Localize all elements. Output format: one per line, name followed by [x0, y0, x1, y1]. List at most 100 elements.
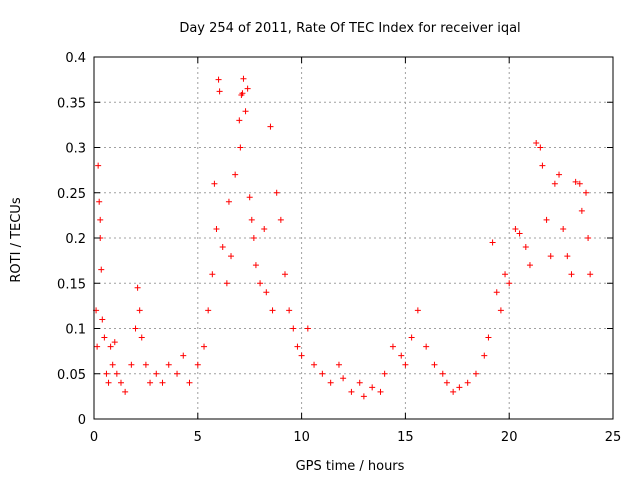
data-point	[533, 139, 540, 146]
data-point	[377, 388, 384, 395]
data-point	[381, 370, 388, 377]
data-point	[585, 235, 592, 241]
x-tick-label: 20	[501, 430, 518, 445]
data-point	[250, 235, 257, 241]
data-point	[506, 280, 513, 287]
data-point	[286, 307, 293, 314]
data-point	[502, 271, 509, 278]
data-point	[105, 379, 112, 386]
data-point	[512, 225, 519, 232]
x-axis-label: GPS time / hours	[296, 459, 405, 474]
data-point	[248, 216, 255, 223]
data-point	[335, 361, 342, 368]
data-point	[215, 76, 222, 83]
data-point	[95, 162, 102, 169]
data-point	[240, 75, 247, 82]
y-tick-label: 0.2	[65, 232, 86, 247]
data-point	[244, 85, 251, 92]
y-tick-label: 0.1	[65, 323, 86, 338]
data-point	[294, 343, 301, 350]
data-point	[304, 325, 311, 332]
data-point	[564, 253, 571, 260]
y-tick-label: 0.25	[57, 187, 86, 202]
data-point	[263, 289, 270, 296]
data-point	[583, 189, 590, 196]
data-point	[298, 352, 305, 359]
data-point	[194, 361, 201, 368]
data-point	[103, 370, 110, 377]
chart-title: Day 254 of 2011, Rate Of TEC Index for r…	[179, 21, 520, 36]
data-point	[398, 352, 405, 359]
data-point	[450, 388, 457, 395]
data-point	[261, 225, 268, 232]
data-point	[281, 271, 288, 278]
data-point	[472, 370, 479, 377]
data-point	[537, 144, 544, 151]
data-point	[327, 379, 334, 386]
data-point	[402, 361, 409, 368]
data-point	[464, 379, 471, 386]
data-point	[497, 307, 504, 314]
data-point	[174, 370, 181, 377]
data-point	[485, 334, 492, 341]
data-point	[481, 352, 488, 359]
data-point	[225, 198, 232, 205]
data-point	[543, 216, 550, 223]
data-point	[107, 343, 114, 350]
data-point	[539, 162, 546, 169]
data-point	[439, 370, 446, 377]
y-tick-label: 0.35	[57, 96, 86, 111]
data-point	[356, 379, 363, 386]
data-point	[493, 289, 500, 296]
data-point	[516, 230, 523, 237]
data-point	[109, 361, 116, 368]
data-point	[216, 88, 223, 95]
data-point	[98, 266, 105, 273]
y-tick-label: 0.4	[65, 51, 86, 66]
data-point	[242, 108, 249, 115]
x-tick-label: 5	[194, 430, 202, 445]
data-point	[128, 361, 135, 368]
data-point	[209, 271, 216, 278]
data-point	[576, 180, 583, 187]
y-tick-labels: 0 0.05 0.1 0.15 0.2 0.25 0.3 0.35 0.4	[57, 51, 86, 428]
data-point	[147, 379, 154, 386]
data-point	[572, 178, 579, 185]
data-point	[228, 253, 235, 260]
data-point	[180, 352, 187, 359]
data-point	[414, 307, 421, 314]
data-point	[237, 144, 244, 151]
data-point	[489, 239, 496, 246]
data-point	[348, 388, 355, 395]
data-point	[236, 117, 243, 124]
data-point	[239, 90, 246, 97]
data-point	[522, 244, 529, 251]
data-point	[587, 271, 594, 278]
data-point	[213, 225, 220, 232]
data-point	[186, 379, 193, 386]
data-point	[456, 384, 463, 391]
data-point	[340, 375, 347, 382]
data-point	[165, 361, 172, 368]
x-tick-label: 10	[293, 430, 310, 445]
data-point	[408, 334, 415, 341]
data-point	[94, 343, 101, 350]
data-point	[389, 343, 396, 350]
x-tick-labels: 0 5 10 15 20 25	[90, 430, 621, 445]
axis-ticks	[93, 56, 614, 420]
data-point	[257, 280, 264, 287]
data-point	[142, 361, 149, 368]
y-tick-label: 0.15	[57, 277, 86, 292]
data-point	[311, 361, 318, 368]
data-point	[153, 370, 160, 377]
data-point	[273, 189, 280, 196]
data-point	[232, 171, 239, 178]
x-tick-label: 0	[90, 430, 98, 445]
data-point	[138, 334, 145, 341]
data-point	[526, 262, 533, 269]
data-point	[219, 244, 226, 251]
y-tick-label: 0.3	[65, 142, 86, 157]
data-point	[423, 343, 430, 350]
data-point	[246, 194, 253, 201]
data-point	[547, 253, 554, 260]
